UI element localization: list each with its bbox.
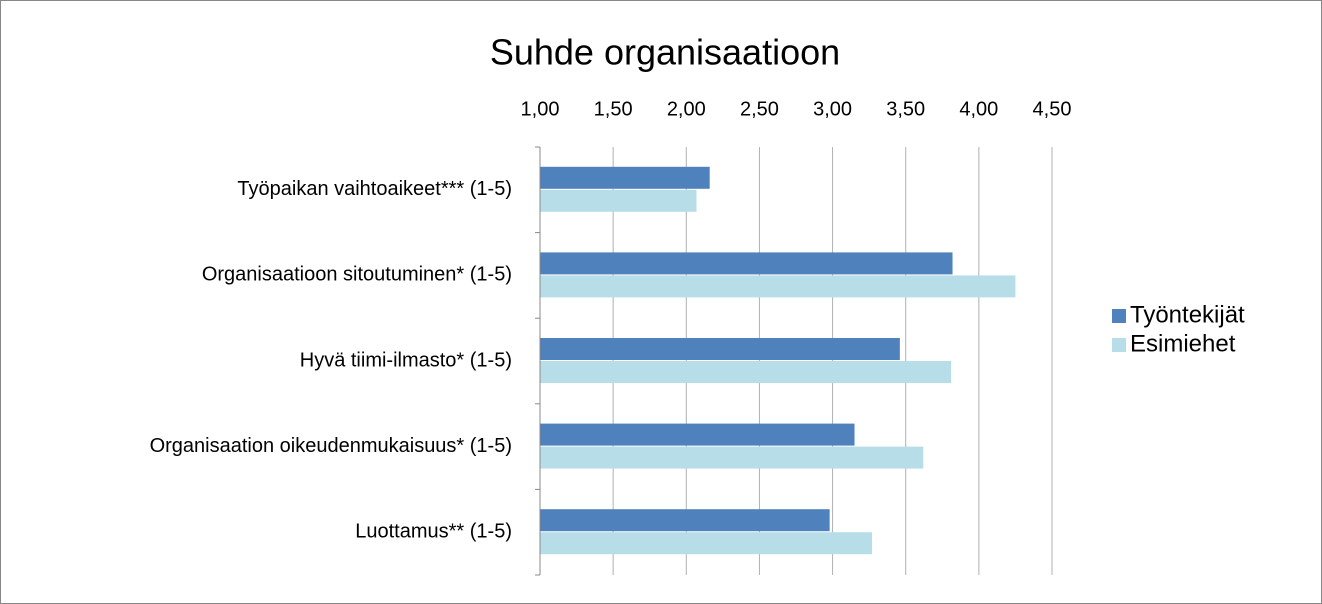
x-tick-label: 2,00 (667, 98, 706, 120)
y-tick-label: Hyvä tiimi-ilmasto* (1-5) (300, 349, 512, 371)
bar (540, 423, 855, 446)
legend-swatch (1112, 338, 1126, 352)
y-tick-label: Luottamus** (1-5) (355, 520, 512, 542)
bar (540, 532, 873, 555)
x-tick-label: 3,00 (813, 98, 852, 120)
legend-label: Esimiehet (1130, 330, 1236, 357)
y-tick-label: Organisaatioon sitoutuminen* (1-5) (202, 264, 512, 286)
chart-title: Suhde organisaatioon (490, 32, 840, 73)
bar (540, 189, 697, 212)
x-tick-label: 2,50 (740, 98, 779, 120)
bar (540, 361, 952, 383)
x-tick-label: 1,00 (521, 98, 560, 120)
y-tick-label: Työpaikan vaihtoaikeet*** (1-5) (237, 178, 512, 200)
x-tick-label: 1,50 (594, 98, 633, 120)
x-tick-label: 3,50 (886, 98, 925, 120)
y-tick-label: Organisaation oikeudenmukaisuus* (1-5) (150, 435, 512, 457)
legend-label: Työntekijät (1130, 301, 1245, 328)
x-tick-label: 4,50 (1033, 98, 1072, 120)
legend-swatch (1112, 309, 1126, 323)
bar (540, 252, 953, 275)
bar (540, 338, 900, 360)
x-tick-label: 4,00 (959, 98, 998, 120)
bar (540, 509, 830, 532)
bar (540, 446, 924, 469)
bar (540, 275, 1016, 298)
bar (540, 166, 710, 189)
